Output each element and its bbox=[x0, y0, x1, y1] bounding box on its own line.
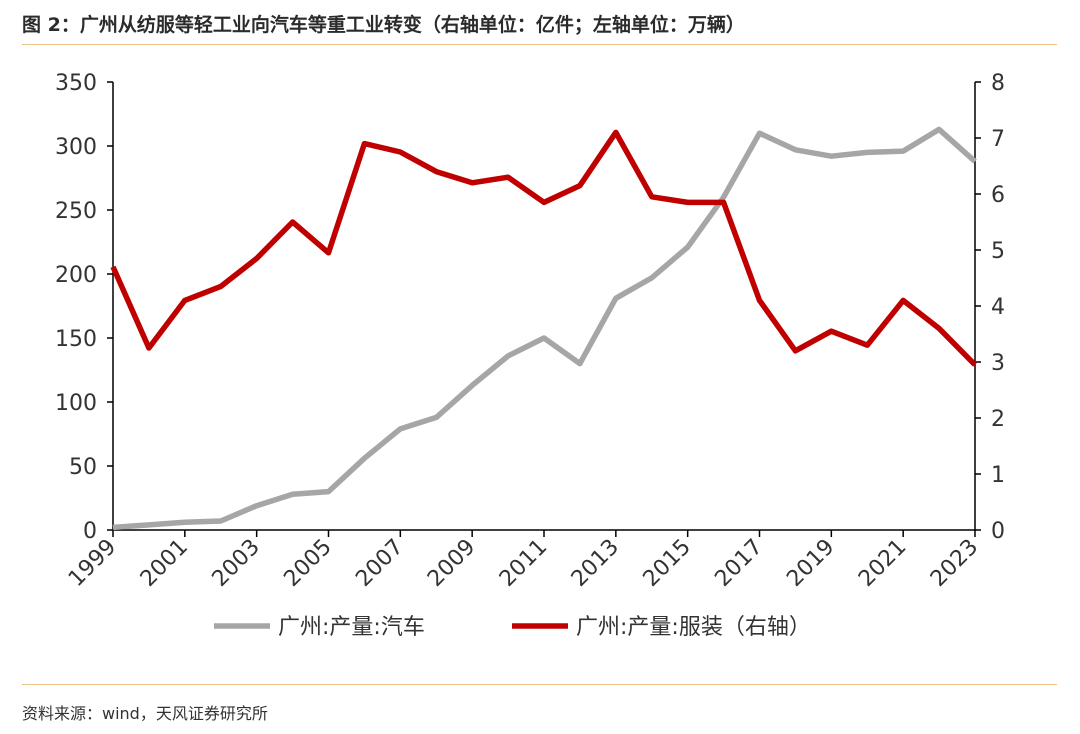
x-tick-label: 2007 bbox=[351, 535, 408, 592]
right-tick-label: 3 bbox=[991, 351, 1005, 376]
legend-label: 广州:产量:汽车 bbox=[278, 615, 425, 640]
right-tick-label: 7 bbox=[991, 127, 1005, 152]
left-tick-label: 0 bbox=[83, 519, 97, 544]
legend-label: 广州:产量:服装（右轴） bbox=[576, 615, 811, 640]
x-tick-label: 2023 bbox=[926, 535, 983, 592]
x-tick-label: 2019 bbox=[782, 535, 839, 592]
right-tick-label: 1 bbox=[991, 463, 1005, 488]
x-tick-label: 2009 bbox=[423, 535, 480, 592]
x-tick-label: 2003 bbox=[208, 535, 265, 592]
figure-title: 图 2：广州从纺服等轻工业向汽车等重工业转变（右轴单位：亿件；左轴单位：万辆） bbox=[22, 14, 745, 36]
left-tick-label: 350 bbox=[55, 71, 97, 96]
left-tick-label: 50 bbox=[69, 455, 97, 480]
right-tick-label: 0 bbox=[991, 519, 1005, 544]
right-tick-label: 8 bbox=[991, 71, 1005, 96]
x-tick-label: 2011 bbox=[495, 535, 552, 592]
left-tick-label: 150 bbox=[55, 327, 97, 352]
series-line-automobile bbox=[112, 126, 977, 531]
right-tick-label: 4 bbox=[991, 295, 1005, 320]
source-note: 资料来源：wind，天风证券研究所 bbox=[22, 704, 268, 723]
x-tick-label: 2001 bbox=[136, 535, 193, 592]
right-tick-label: 5 bbox=[991, 239, 1005, 264]
left-tick-label: 200 bbox=[55, 263, 97, 288]
x-tick-label: 2017 bbox=[710, 535, 767, 592]
left-tick-label: 300 bbox=[55, 135, 97, 160]
right-tick-label: 6 bbox=[991, 183, 1005, 208]
legend: 广州:产量:汽车 广州:产量:服装（右轴） bbox=[214, 615, 811, 640]
x-tick-label: 2021 bbox=[854, 535, 911, 592]
left-tick-label: 100 bbox=[55, 391, 97, 416]
series-lines bbox=[110, 126, 977, 531]
right-tick-label: 2 bbox=[991, 407, 1005, 432]
left-tick-label: 250 bbox=[55, 199, 97, 224]
x-tick-label: 2005 bbox=[279, 535, 336, 592]
x-tick-label: 2013 bbox=[567, 535, 624, 592]
title-divider bbox=[22, 44, 1057, 45]
source-divider bbox=[22, 684, 1057, 685]
x-tick-label: 2015 bbox=[639, 535, 696, 592]
series-line-clothing bbox=[110, 129, 977, 367]
